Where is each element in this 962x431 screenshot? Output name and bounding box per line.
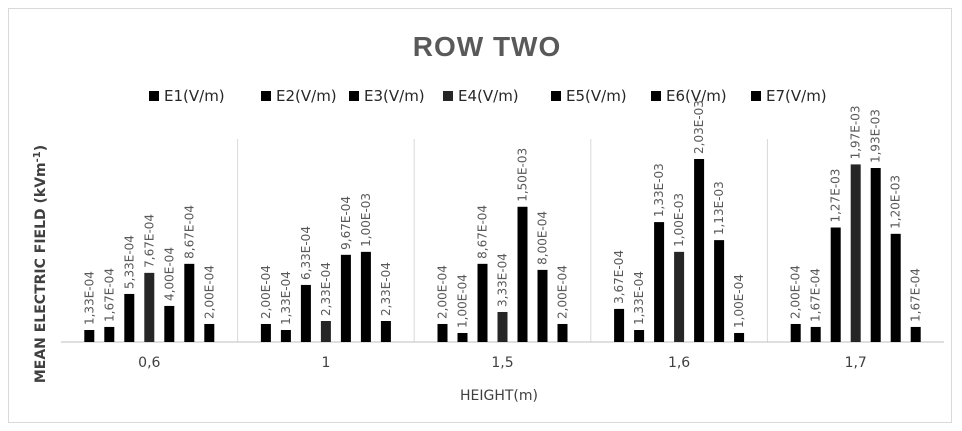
legend-swatch-6 bbox=[651, 91, 661, 101]
legend-label-4: E4(V/m) bbox=[458, 87, 519, 105]
bar-2-4 bbox=[634, 330, 645, 342]
bar-6-4 bbox=[714, 240, 725, 342]
legend-swatch-2 bbox=[261, 91, 271, 101]
legend-label-6: E6(V/m) bbox=[666, 87, 727, 105]
bar-6-5 bbox=[890, 233, 901, 342]
bar-3-5 bbox=[830, 227, 841, 342]
data-label: 1,13E-03 bbox=[712, 181, 726, 235]
data-label: 1,33E-04 bbox=[279, 271, 293, 325]
data-label: 1,33E-04 bbox=[632, 271, 646, 325]
bar-4-1 bbox=[144, 272, 155, 342]
chart-area: ROW TWO E1(V/m) E2(V/m) E3(V/m) E4(V/m) E5(V… bbox=[8, 8, 952, 423]
legend-swatch-4 bbox=[443, 91, 453, 101]
bar-2-3 bbox=[457, 332, 468, 342]
bar-2-1 bbox=[104, 326, 115, 342]
data-label: 1,67E-04 bbox=[909, 268, 923, 322]
data-label: 2,03E-03 bbox=[692, 100, 706, 154]
data-label: 2,00E-04 bbox=[556, 265, 570, 319]
data-label: 2,00E-04 bbox=[259, 265, 273, 319]
legend-swatch-5 bbox=[551, 91, 561, 101]
data-label: 4,00E-04 bbox=[162, 247, 176, 301]
bar-6-3 bbox=[537, 269, 548, 342]
data-label: 1,00E-03 bbox=[672, 193, 686, 247]
data-label: 8,67E-04 bbox=[182, 205, 196, 259]
legend-swatch-1 bbox=[149, 91, 159, 101]
x-tick-label: 1,6 bbox=[668, 355, 690, 371]
bar-1-5 bbox=[790, 323, 801, 342]
legend-label-1: E1(V/m) bbox=[164, 87, 225, 105]
chart-svg: ROW TWO E1(V/m) E2(V/m) E3(V/m) E4(V/m) E5(V… bbox=[32, 31, 944, 404]
data-label: 1,00E-03 bbox=[359, 193, 373, 247]
bar-7-5 bbox=[910, 326, 921, 342]
bar-5-1 bbox=[164, 305, 175, 342]
data-label: 2,00E-04 bbox=[436, 265, 450, 319]
data-label: 1,33E-04 bbox=[82, 271, 96, 325]
data-label: 2,33E-04 bbox=[379, 262, 393, 316]
bar-6-1 bbox=[184, 263, 195, 342]
data-label: 8,00E-04 bbox=[536, 211, 550, 265]
data-label: 3,33E-04 bbox=[496, 253, 510, 307]
chart-title: ROW TWO bbox=[413, 31, 562, 62]
legend-label-3: E3(V/m) bbox=[364, 87, 425, 105]
bar-3-4 bbox=[654, 222, 665, 342]
bar-5-2 bbox=[340, 254, 351, 342]
data-label: 1,67E-04 bbox=[809, 268, 823, 322]
y-axis-title-superscript: -1 bbox=[32, 151, 43, 162]
data-label: 1,50E-03 bbox=[516, 148, 530, 202]
bar-7-3 bbox=[557, 323, 568, 342]
data-label: 1,00E-04 bbox=[456, 274, 470, 328]
data-label: 9,67E-04 bbox=[339, 196, 353, 250]
legend-swatch-3 bbox=[349, 91, 359, 101]
bar-1-3 bbox=[437, 323, 448, 342]
data-label: 5,33E-04 bbox=[122, 235, 136, 289]
data-label: 2,00E-04 bbox=[789, 265, 803, 319]
bar-3-3 bbox=[477, 263, 488, 342]
legend: E1(V/m) E2(V/m) E3(V/m) E4(V/m) E5(V/m) E6(V/… bbox=[149, 87, 827, 105]
bar-1-1 bbox=[84, 330, 95, 342]
legend-swatch-7 bbox=[751, 91, 761, 101]
bar-5-3 bbox=[517, 206, 528, 342]
y-axis-title: MEAN ELECTRIC FIELD (kVm-1) bbox=[32, 145, 50, 383]
data-label: 8,67E-04 bbox=[476, 205, 490, 259]
y-axis-title-main: MEAN ELECTRIC FIELD (kVm bbox=[33, 162, 49, 383]
y-axis-title-suffix: ) bbox=[33, 145, 49, 151]
x-tick-label: 1,7 bbox=[845, 355, 867, 371]
bar-2-2 bbox=[280, 330, 291, 342]
data-label: 1,67E-04 bbox=[102, 268, 116, 322]
bar-4-2 bbox=[320, 320, 331, 342]
data-label: 1,93E-03 bbox=[869, 109, 883, 163]
data-label: 7,67E-04 bbox=[142, 214, 156, 268]
x-tick-label: 0,6 bbox=[138, 355, 160, 371]
data-label: 1,33E-03 bbox=[652, 163, 666, 217]
bar-5-4 bbox=[694, 159, 705, 342]
x-tick-label: 1,5 bbox=[491, 355, 513, 371]
bar-7-4 bbox=[734, 332, 745, 342]
plot-area: 1,33E-04 1,67E-04 5,33E-04 7,67E-04 4,00E-04… bbox=[61, 100, 944, 371]
bar-5-5 bbox=[870, 168, 881, 342]
data-label: 1,00E-04 bbox=[732, 274, 746, 328]
legend-label-5: E5(V/m) bbox=[566, 87, 627, 105]
legend-label-2: E2(V/m) bbox=[276, 87, 337, 105]
data-label: 2,00E-04 bbox=[202, 265, 216, 319]
bar-1-2 bbox=[260, 323, 271, 342]
data-label: 1,97E-03 bbox=[849, 106, 863, 160]
x-tick-label: 1 bbox=[321, 355, 330, 371]
bar-4-5 bbox=[850, 164, 861, 342]
data-label: 3,67E-04 bbox=[612, 250, 626, 304]
bar-4-4 bbox=[674, 251, 685, 342]
bar-7-2 bbox=[380, 320, 391, 342]
bar-3-1 bbox=[124, 293, 135, 342]
data-label: 6,33E-04 bbox=[299, 226, 313, 280]
bar-1-4 bbox=[614, 308, 625, 342]
bar-6-2 bbox=[360, 251, 371, 342]
legend-label-7: E7(V/m) bbox=[766, 87, 827, 105]
data-label: 2,33E-04 bbox=[319, 262, 333, 316]
bar-7-1 bbox=[204, 323, 215, 342]
data-label: 1,27E-03 bbox=[829, 169, 843, 223]
bar-3-2 bbox=[300, 284, 311, 342]
x-axis-title: HEIGHT(m) bbox=[460, 388, 538, 404]
bar-2-5 bbox=[810, 326, 821, 342]
data-label: 1,20E-03 bbox=[889, 175, 903, 229]
bar-4-3 bbox=[497, 311, 508, 342]
